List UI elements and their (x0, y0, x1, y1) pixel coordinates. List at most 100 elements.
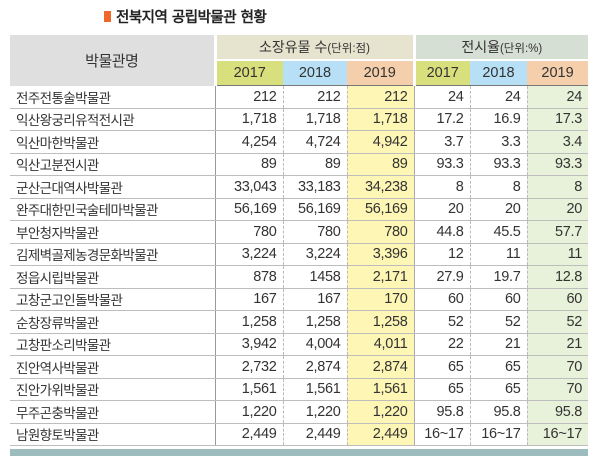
cell-holdings-2019: 1,258 (346, 310, 414, 334)
header-holdings-2017: 2017 (213, 59, 283, 86)
cell-holdings-2017: 2,732 (214, 355, 283, 379)
cell-holdings-2018: 1,258 (282, 310, 347, 334)
cell-name: 무주곤충박물관 (10, 400, 216, 424)
cell-holdings-2019: 4,011 (346, 333, 414, 356)
header-holdings-unit: (단위:점) (327, 43, 370, 55)
cell-exhibit-2019: 3.4 (526, 130, 589, 154)
cell-exhibit-2018: 16~17 (469, 423, 527, 446)
table-row: 군산근대역사박물관 33,043 33,183 34,238 8 8 8 (10, 175, 589, 199)
table-row: 진안가위박물관 1,561 1,561 1,561 65 65 70 (10, 378, 589, 401)
cell-holdings-2017: 56,169 (214, 198, 283, 221)
cell-holdings-2017: 1,258 (214, 310, 283, 334)
header-holdings-label: 소장유물 수 (259, 39, 328, 55)
cell-exhibit-2019: 24 (526, 85, 589, 109)
cell-exhibit-2019: 70 (526, 378, 589, 401)
cell-holdings-2018: 3,224 (282, 243, 347, 266)
cell-exhibit-2017: 65 (413, 378, 470, 401)
cell-name: 부안청자박물관 (10, 220, 216, 244)
cell-holdings-2017: 2,449 (214, 423, 283, 446)
cell-holdings-2019: 2,449 (346, 423, 414, 446)
cell-exhibit-2017: 16~17 (413, 423, 470, 446)
cell-exhibit-2019: 95.8 (526, 400, 589, 424)
bottom-bar (10, 449, 588, 456)
cell-holdings-2019: 2,171 (346, 265, 414, 289)
header-exhibit-2017: 2017 (412, 59, 470, 86)
cell-exhibit-2017: 60 (413, 288, 470, 311)
cell-name: 고창군고인돌박물관 (10, 288, 216, 311)
cell-exhibit-2017: 65 (413, 355, 470, 379)
cell-holdings-2018: 167 (282, 288, 347, 311)
header-holdings-2019: 2019 (347, 59, 414, 86)
cell-holdings-2019: 3,396 (346, 243, 414, 266)
table-row: 김제벽골제농경문화박물관 3,224 3,224 3,396 12 11 11 (10, 243, 589, 266)
cell-exhibit-2017: 52 (413, 310, 470, 334)
table-row: 익산고분전시관 89 89 89 93.3 93.3 93.3 (10, 153, 589, 176)
cell-holdings-2018: 1,561 (282, 378, 347, 401)
cell-exhibit-2017: 95.8 (413, 400, 470, 424)
cell-holdings-2019: 34,238 (346, 175, 414, 199)
cell-holdings-2019: 2,874 (346, 355, 414, 379)
cell-holdings-2017: 89 (214, 153, 283, 176)
cell-exhibit-2018: 60 (469, 288, 527, 311)
table-row: 완주대한민국술테마박물관 56,169 56,169 56,169 20 20 20 (10, 198, 589, 221)
cell-name: 완주대한민국술테마박물관 (10, 198, 216, 221)
cell-exhibit-2017: 22 (413, 333, 470, 356)
cell-exhibit-2019: 21 (526, 333, 589, 356)
cell-holdings-2019: 1,718 (346, 108, 414, 131)
cell-exhibit-2017: 93.3 (413, 153, 470, 176)
header-exhibit-unit: (단위:%) (499, 43, 543, 55)
table-row: 무주곤충박물관 1,220 1,220 1,220 95.8 95.8 95.8 (10, 400, 589, 424)
cell-exhibit-2018: 95.8 (469, 400, 527, 424)
table-row: 남원향토박물관 2,449 2,449 2,449 16~17 16~17 16~17 (10, 423, 589, 446)
cell-holdings-2018: 89 (282, 153, 347, 176)
cell-exhibit-2017: 17.2 (413, 108, 470, 131)
cell-exhibit-2018: 8 (469, 175, 527, 199)
cell-exhibit-2018: 21 (469, 333, 527, 356)
table-body: 전주전통술박물관 212 212 212 24 24 24 익산왕궁리유적전시관 1,718 1,… (10, 85, 589, 446)
header-holdings: 소장유물 수(단위:점) (213, 35, 414, 60)
cell-holdings-2017: 1,561 (214, 378, 283, 401)
cell-holdings-2018: 2,874 (282, 355, 347, 379)
table-row: 정읍시립박물관 878 1458 2,171 27.9 19.7 12.8 (10, 265, 589, 289)
cell-holdings-2019: 170 (346, 288, 414, 311)
cell-holdings-2017: 1,718 (214, 108, 283, 131)
cell-exhibit-2018: 52 (469, 310, 527, 334)
cell-exhibit-2019: 70 (526, 355, 589, 379)
cell-exhibit-2018: 65 (469, 355, 527, 379)
cell-exhibit-2018: 20 (469, 198, 527, 221)
cell-exhibit-2019: 93.3 (526, 153, 589, 176)
cell-exhibit-2019: 12.8 (526, 265, 589, 289)
table-row: 순창장류박물관 1,258 1,258 1,258 52 52 52 (10, 310, 589, 334)
table-row: 고창판소리박물관 3,942 4,004 4,011 22 21 21 (10, 333, 589, 356)
cell-name: 익산왕궁리유적전시관 (10, 108, 216, 131)
table-row: 익산왕궁리유적전시관 1,718 1,718 1,718 17.2 16.9 17.3 (10, 108, 589, 131)
cell-holdings-2017: 878 (214, 265, 283, 289)
cell-exhibit-2018: 16.9 (469, 108, 527, 131)
cell-exhibit-2018: 45.5 (469, 220, 527, 244)
cell-exhibit-2018: 93.3 (469, 153, 527, 176)
cell-holdings-2017: 780 (214, 220, 283, 244)
cell-holdings-2018: 1458 (282, 265, 347, 289)
header-museum-name: 박물관명 (10, 35, 215, 86)
cell-holdings-2019: 780 (346, 220, 414, 244)
cell-exhibit-2017: 20 (413, 198, 470, 221)
cell-holdings-2018: 56,169 (282, 198, 347, 221)
cell-exhibit-2017: 27.9 (413, 265, 470, 289)
cell-name: 익산고분전시관 (10, 153, 216, 176)
cell-name: 정읍시립박물관 (10, 265, 216, 289)
cell-exhibit-2019: 11 (526, 243, 589, 266)
cell-name: 고창판소리박물관 (10, 333, 216, 356)
cell-name: 순창장류박물관 (10, 310, 216, 334)
header-exhibit-rate: 전시율(단위:%) (412, 35, 589, 60)
cell-exhibit-2019: 20 (526, 198, 589, 221)
cell-holdings-2017: 212 (214, 85, 283, 109)
cell-holdings-2019: 4,942 (346, 130, 414, 154)
cell-name: 군산근대역사박물관 (10, 175, 216, 199)
cell-exhibit-2019: 17.3 (526, 108, 589, 131)
cell-exhibit-2019: 52 (526, 310, 589, 334)
cell-holdings-2017: 1,220 (214, 400, 283, 424)
cell-exhibit-2019: 16~17 (526, 423, 589, 446)
cell-exhibit-2018: 19.7 (469, 265, 527, 289)
cell-holdings-2018: 1,718 (282, 108, 347, 131)
museum-table: 박물관명 소장유물 수(단위:점) 전시율(단위:%) 2017 2018 20… (10, 35, 589, 446)
